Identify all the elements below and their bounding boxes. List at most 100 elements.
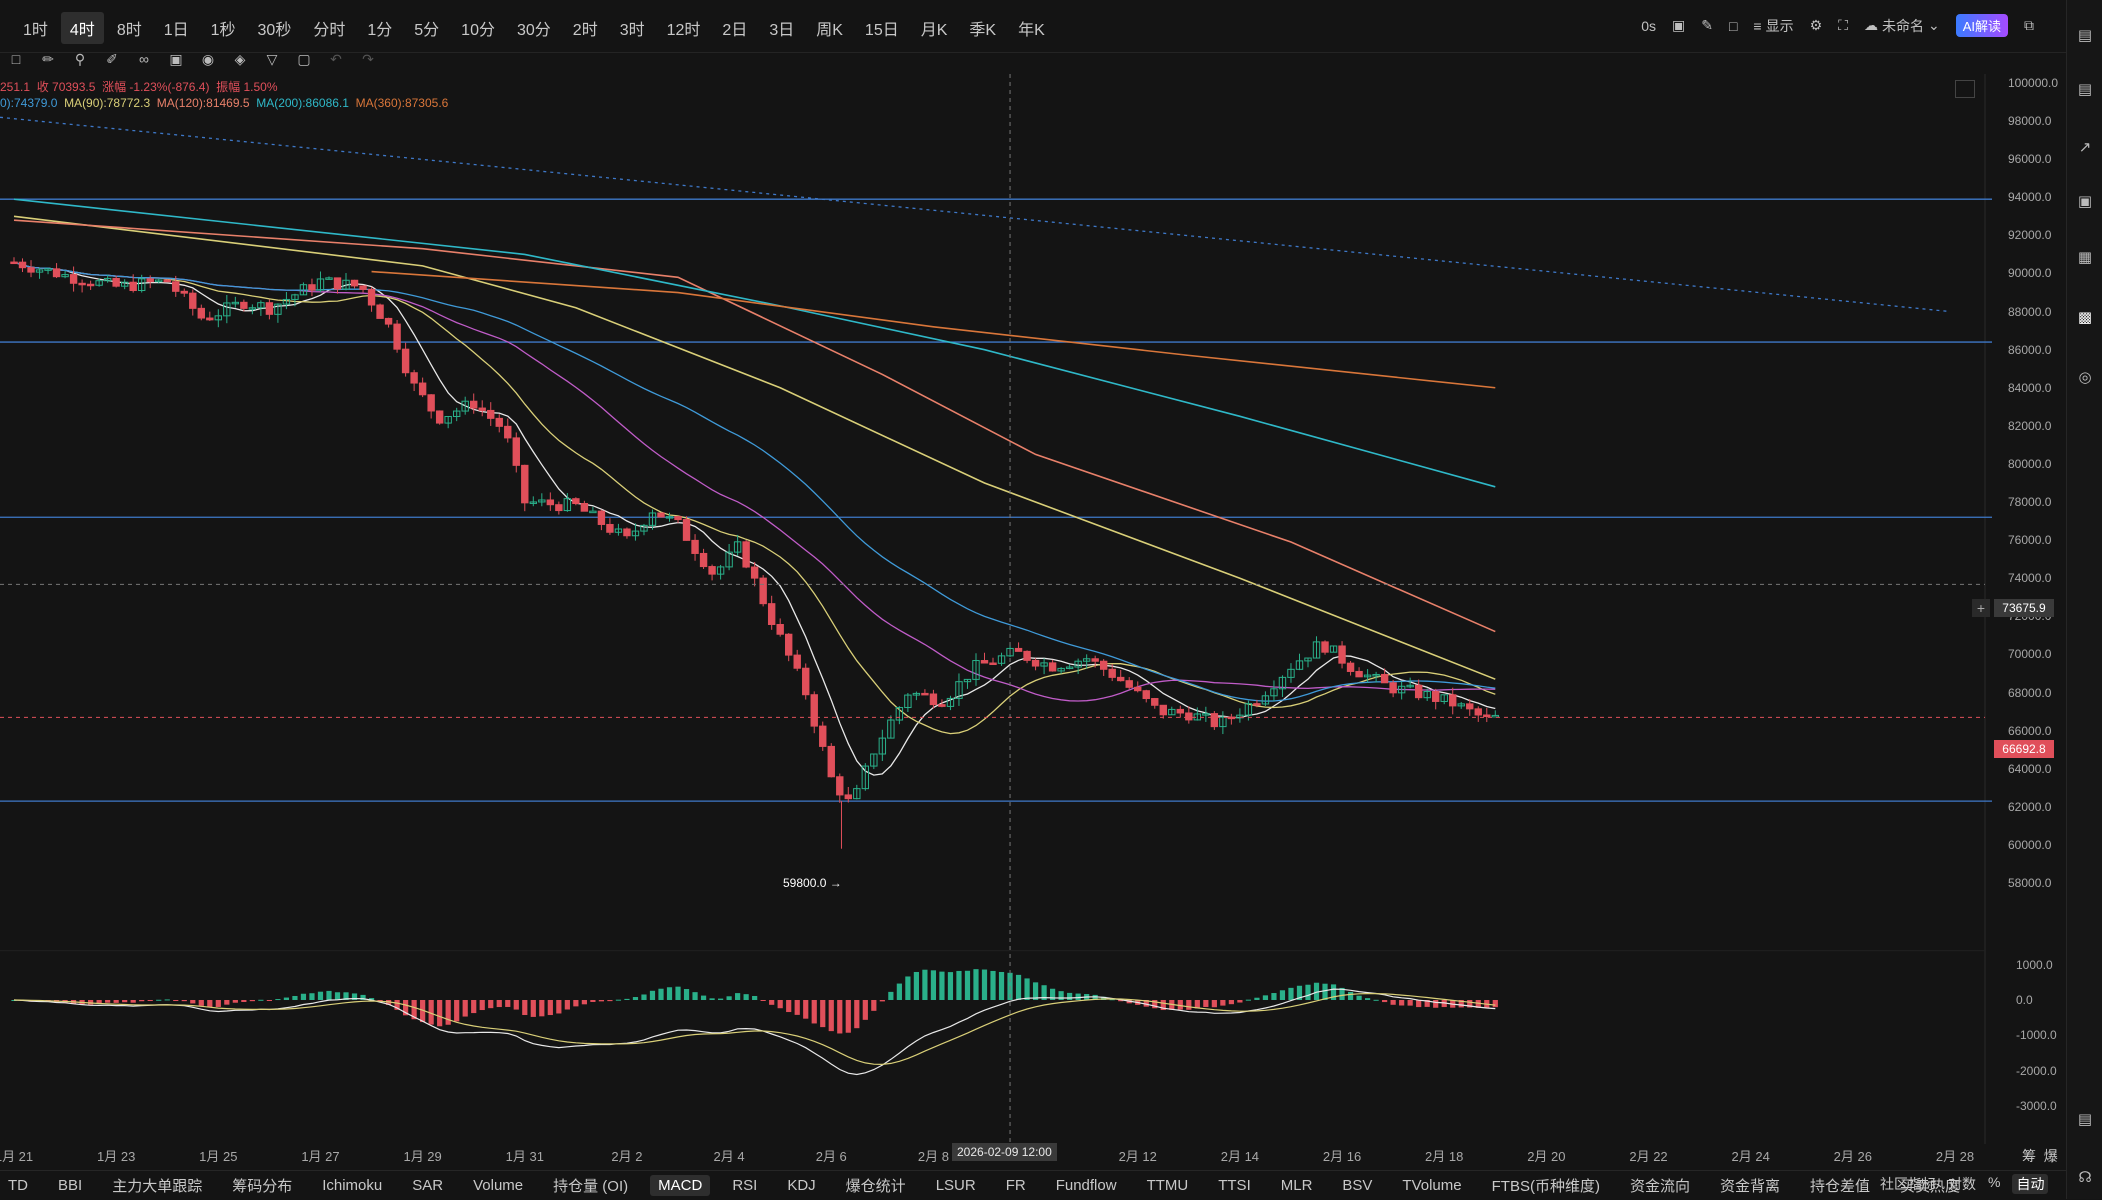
timeframe-10[interactable]: 30分 <box>516 22 551 39</box>
share-icon[interactable]: ⧉ <box>2024 17 2034 33</box>
candle-body[interactable] <box>112 277 120 287</box>
indicator-tab-5[interactable]: SAR <box>412 1177 444 1194</box>
candle-body[interactable] <box>1219 716 1227 728</box>
candle-body[interactable] <box>137 278 146 292</box>
timeframe-2[interactable]: 8时 <box>116 22 142 39</box>
robot-icon[interactable]: ▩ <box>2077 309 2093 326</box>
candle-body[interactable] <box>887 719 895 739</box>
price-chart[interactable] <box>0 74 2066 1144</box>
candle-body[interactable] <box>691 539 699 554</box>
undo-icon[interactable]: ↶ <box>330 50 342 67</box>
candle-body[interactable] <box>827 745 835 778</box>
candle-body[interactable] <box>1449 694 1457 707</box>
candle-body[interactable] <box>921 692 929 696</box>
candle-body[interactable] <box>912 692 921 696</box>
candle-body[interactable] <box>759 577 767 605</box>
candle-body[interactable] <box>776 624 784 635</box>
candle-body[interactable] <box>1423 691 1431 699</box>
fullscreen-icon[interactable]: ⛶ <box>1838 17 1848 33</box>
candle-body[interactable] <box>248 307 257 310</box>
candle-body[interactable] <box>1108 668 1116 678</box>
headset-icon[interactable]: ☊ <box>2078 1169 2092 1186</box>
timeframe-12[interactable]: 3时 <box>619 22 645 39</box>
candle-body[interactable] <box>1236 714 1244 719</box>
candle-body[interactable] <box>1168 708 1176 716</box>
candle-body[interactable] <box>1125 680 1133 688</box>
candle-body[interactable] <box>1091 658 1099 662</box>
indicator-tab-13[interactable]: FR <box>1005 1177 1026 1194</box>
candle-body[interactable] <box>103 277 112 282</box>
candle-body[interactable] <box>555 504 563 512</box>
candle-body[interactable] <box>1363 674 1372 678</box>
indicator-tab-2[interactable]: 主力大单跟踪 <box>112 1178 203 1195</box>
timeframe-17[interactable]: 15日 <box>864 22 899 39</box>
indicator-tab-12[interactable]: LSUR <box>935 1177 976 1194</box>
candle-body[interactable] <box>129 281 137 292</box>
indicator-tab-14[interactable]: Fundflow <box>1055 1177 1117 1194</box>
candle-body[interactable] <box>614 528 623 533</box>
candle-body[interactable] <box>223 302 231 317</box>
calendar-icon[interactable]: ▦ <box>2077 249 2093 266</box>
candle-body[interactable] <box>470 400 478 409</box>
candle-body[interactable] <box>580 502 589 512</box>
candle-body[interactable] <box>733 541 742 553</box>
candle-body[interactable] <box>299 284 308 296</box>
ruler-icon[interactable]: ✏ <box>42 50 54 67</box>
indicator-tab-24[interactable]: 买卖热度 <box>1900 1178 1961 1195</box>
candle-body[interactable] <box>333 277 342 290</box>
candle-body[interactable] <box>231 301 240 305</box>
candle-body[interactable] <box>716 566 725 575</box>
candle-body[interactable] <box>189 292 197 309</box>
candle-body[interactable] <box>1466 703 1474 710</box>
candle-body[interactable] <box>78 282 86 286</box>
candle-body[interactable] <box>1457 703 1465 707</box>
candle-body[interactable] <box>1244 703 1253 716</box>
candle-body[interactable] <box>640 524 648 532</box>
indicator-tab-23[interactable]: 持仓差值 <box>1809 1178 1870 1195</box>
indicator-tab-8[interactable]: MACD <box>650 1175 711 1196</box>
candle-body[interactable] <box>1389 682 1397 694</box>
candle-body[interactable] <box>802 667 810 696</box>
candle-body[interactable] <box>1397 685 1406 694</box>
candle-body[interactable] <box>1380 673 1389 684</box>
candle-body[interactable] <box>1304 657 1312 662</box>
candle-body[interactable] <box>546 499 555 506</box>
candle-body[interactable] <box>86 283 95 287</box>
filter-icon[interactable]: ▽ <box>266 50 278 67</box>
timeframe-1[interactable]: 4时 <box>60 12 104 44</box>
candle-body[interactable] <box>878 737 887 755</box>
wallet-icon[interactable]: ▤ <box>2077 81 2093 98</box>
candle-body[interactable] <box>1082 658 1091 662</box>
candle-body[interactable] <box>742 541 750 568</box>
candle-body[interactable] <box>1431 691 1440 702</box>
indicator-tab-20[interactable]: FTBS(币种维度) <box>1491 1178 1600 1195</box>
candle-body[interactable] <box>1355 670 1363 678</box>
candle-body[interactable] <box>1312 641 1321 659</box>
camera-icon[interactable]: ▣ <box>1671 17 1686 33</box>
candle-body[interactable] <box>410 372 418 384</box>
candle-body[interactable] <box>844 794 852 800</box>
candle-body[interactable] <box>750 566 759 579</box>
candle-body[interactable] <box>1270 688 1278 697</box>
candle-body[interactable] <box>461 400 469 412</box>
timeframe-20[interactable]: 年K <box>1018 22 1045 39</box>
chat-icon[interactable]: □ <box>1728 17 1738 34</box>
indicator-tab-16[interactable]: TTSI <box>1218 1177 1251 1194</box>
candle-body[interactable] <box>521 464 529 504</box>
indicator-tab-3[interactable]: 筹码分布 <box>232 1178 293 1195</box>
candle-body[interactable] <box>308 284 316 291</box>
candle-body[interactable] <box>350 279 359 287</box>
candle-body[interactable] <box>895 707 904 721</box>
candle-body[interactable] <box>384 317 393 325</box>
candle-body[interactable] <box>325 277 333 280</box>
candle-body[interactable] <box>61 274 69 278</box>
indicator-tab-9[interactable]: RSI <box>732 1177 758 1194</box>
indicator-tab-21[interactable]: 资金流向 <box>1629 1178 1690 1195</box>
candle-body[interactable] <box>435 410 444 424</box>
candle-body[interactable] <box>529 501 538 504</box>
candle-body[interactable] <box>682 519 691 541</box>
candle-body[interactable] <box>214 315 223 321</box>
indicator-tab-17[interactable]: MLR <box>1280 1177 1313 1194</box>
indicator-tab-6[interactable]: Volume <box>473 1177 524 1194</box>
orbit-icon[interactable]: ◎ <box>2078 369 2092 386</box>
